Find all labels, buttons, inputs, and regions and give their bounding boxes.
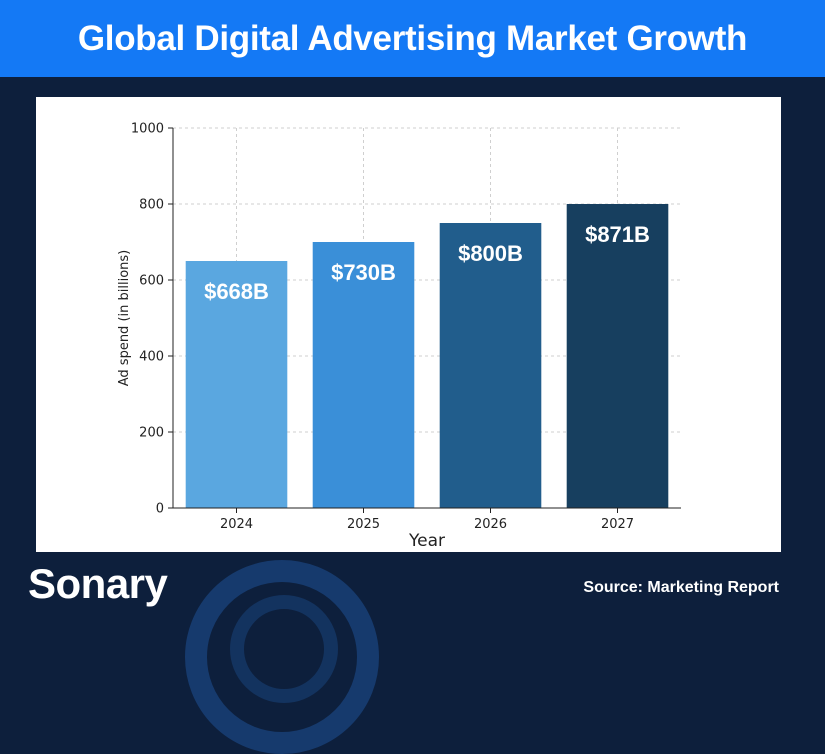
- y-tick-label: 400: [139, 350, 164, 365]
- y-axis-title: Ad spend (in billions): [117, 250, 132, 387]
- chart-panel: 0 200 400 600 800 1000 2024 $668B 2025 $730B 2026 $…: [36, 97, 781, 552]
- decorative-ring-inner: [230, 595, 338, 703]
- bars: [185, 204, 669, 508]
- data-label: $800B: [458, 241, 523, 266]
- bar-2027: [566, 204, 669, 508]
- y-tick-label: 0: [156, 502, 164, 517]
- labels: 0 200 400 600 800 1000 2024 $668B 2025 $730B 2026 $…: [117, 122, 650, 552]
- data-label: $668B: [204, 279, 269, 304]
- x-axis-title: Year: [408, 531, 445, 551]
- y-tick-label: 1000: [131, 122, 164, 137]
- y-tick-label: 800: [139, 198, 164, 213]
- x-tick-label: 2024: [220, 517, 253, 532]
- x-tick-label: 2026: [474, 517, 507, 532]
- x-tick-label: 2027: [601, 517, 634, 532]
- y-tick-label: 200: [139, 426, 164, 441]
- brand-logo: Sonary: [28, 560, 168, 607]
- bar-2024: [185, 261, 288, 508]
- data-label: $730B: [331, 260, 396, 285]
- x-tick-label: 2025: [347, 517, 380, 532]
- bar-2026: [439, 223, 542, 508]
- bar-chart: 0 200 400 600 800 1000 2024 $668B 2025 $730B 2026 $…: [117, 122, 681, 552]
- bar-2025: [312, 242, 415, 508]
- source-note: Source: Marketing Report: [583, 579, 779, 596]
- axes: [168, 127, 681, 513]
- title-banner: [0, 0, 825, 77]
- y-tick-label: 600: [139, 274, 164, 289]
- page-title: Global Digital Advertising Market Growth: [77, 19, 748, 58]
- data-label: $871B: [585, 222, 650, 247]
